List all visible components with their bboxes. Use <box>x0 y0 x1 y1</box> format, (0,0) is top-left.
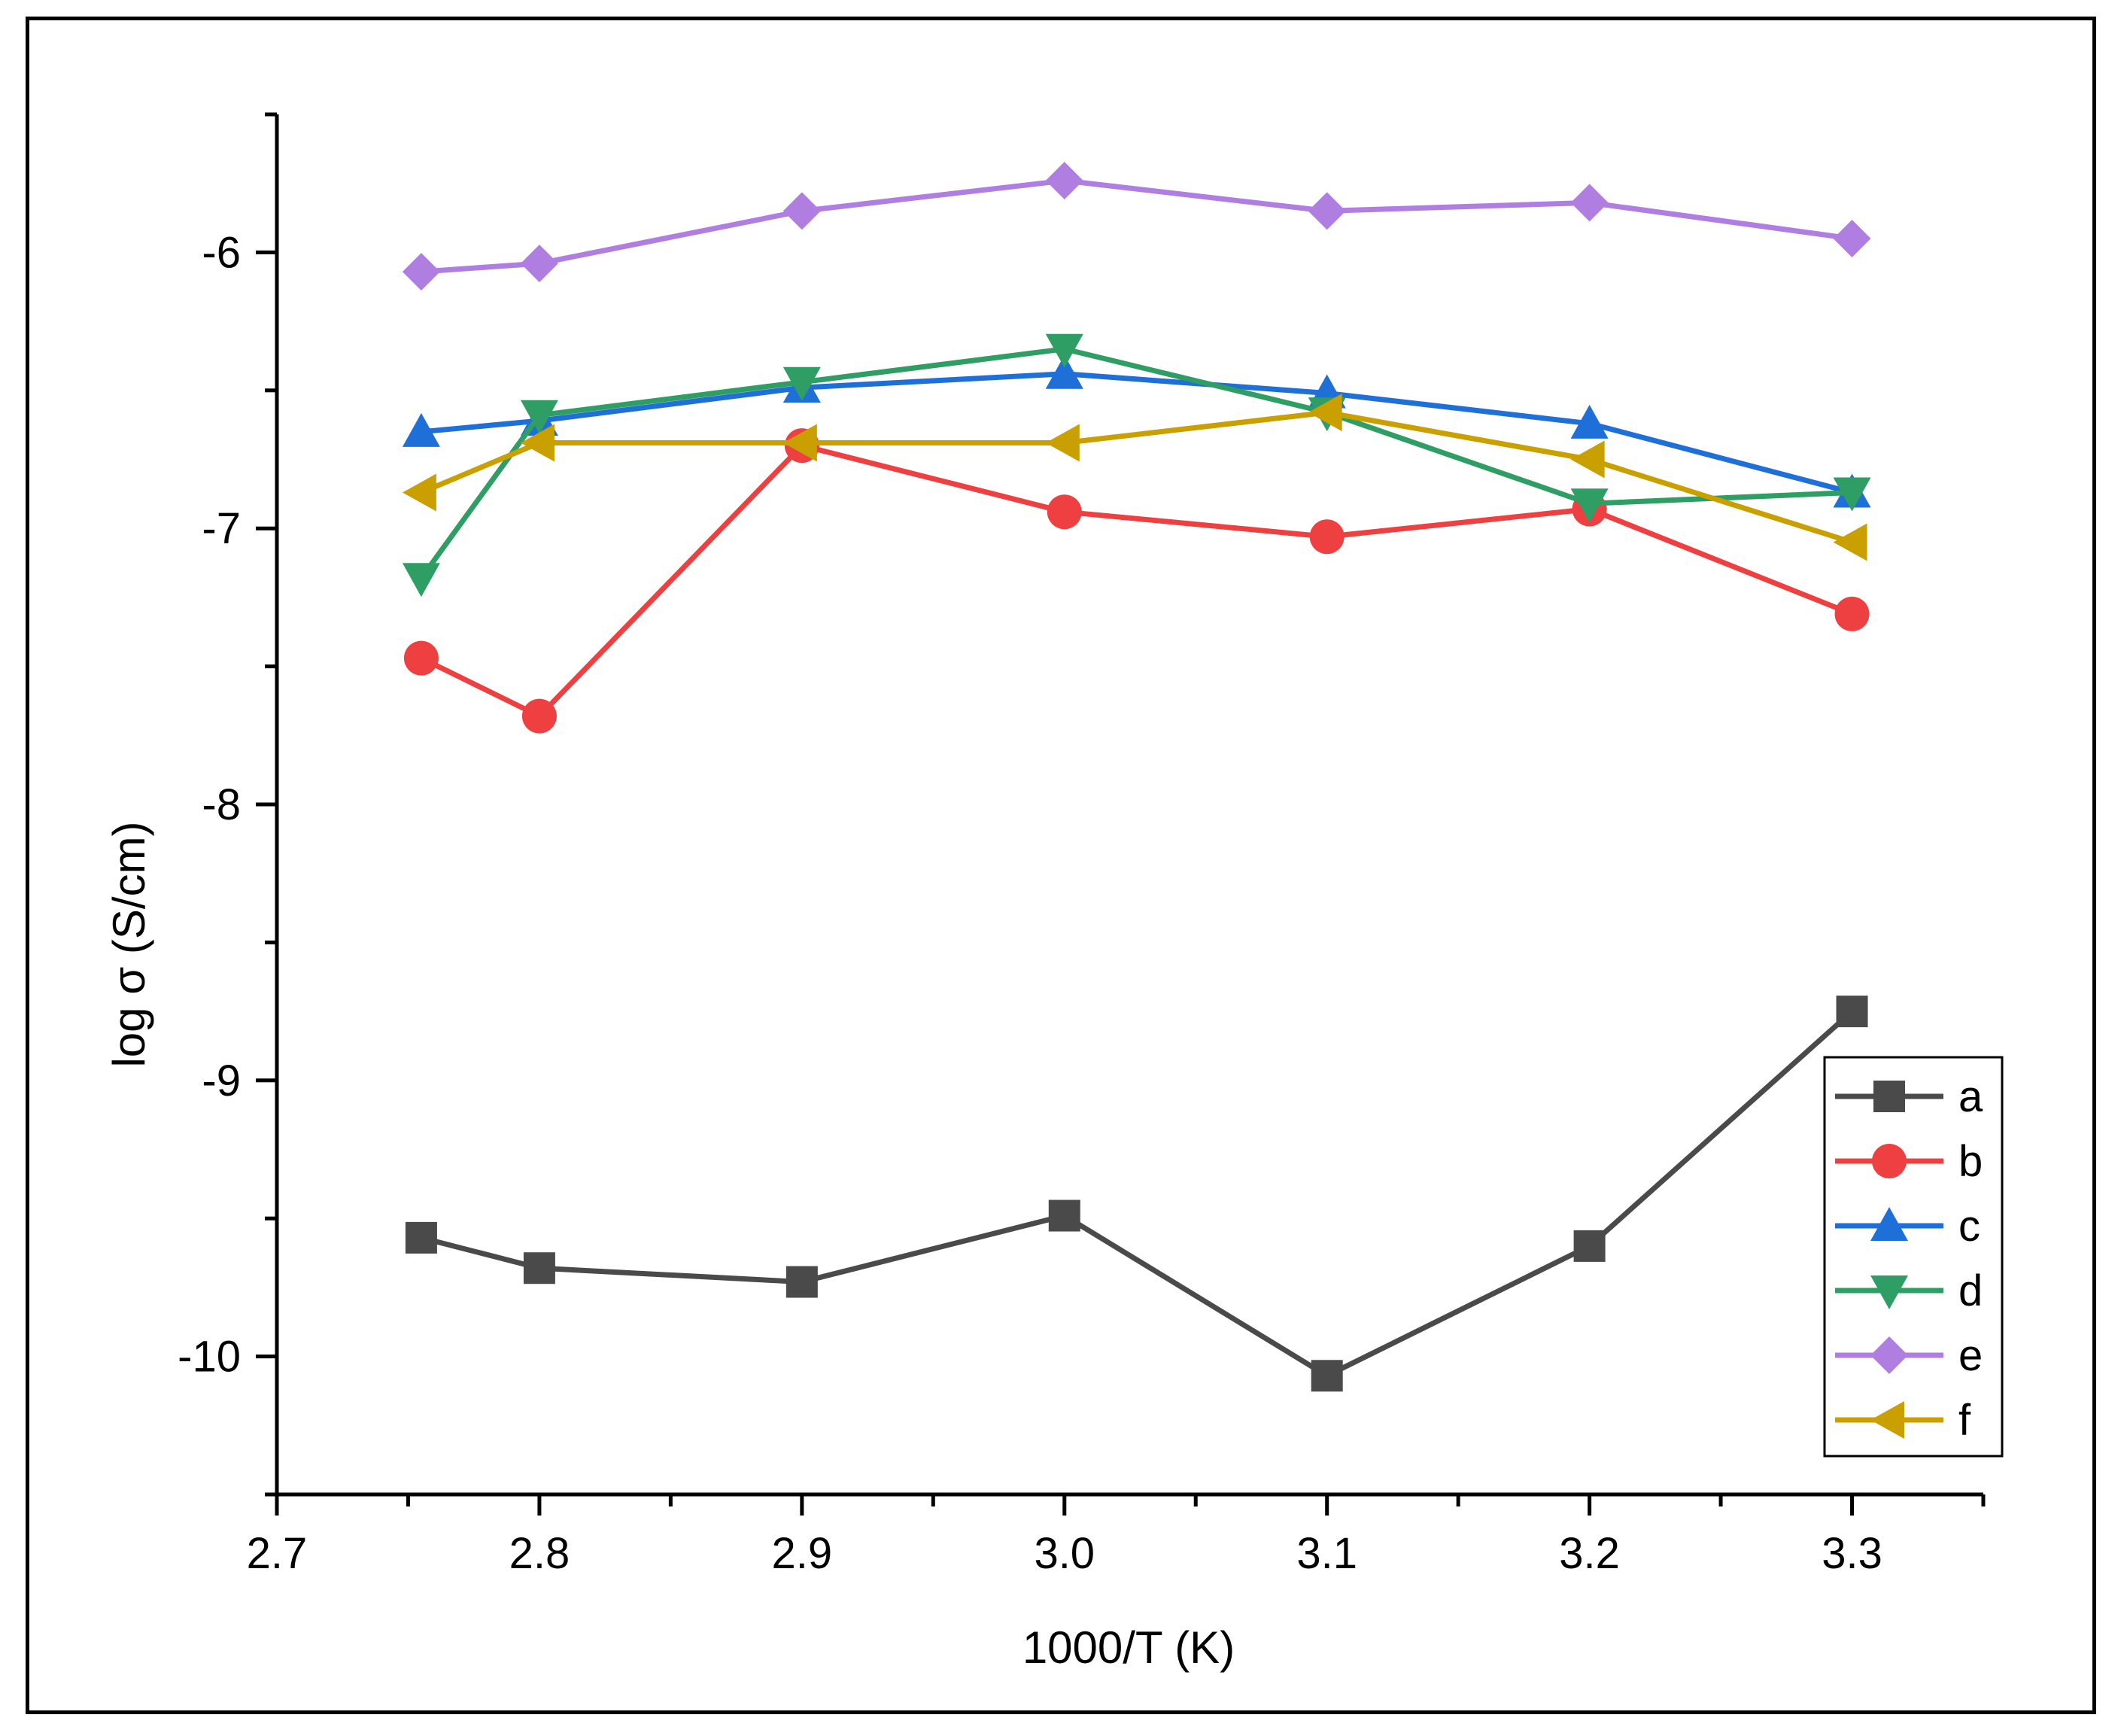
data-point-e <box>782 192 821 230</box>
series-c <box>402 354 1871 508</box>
series-line-b <box>420 442 1853 719</box>
data-point-f <box>782 424 817 462</box>
legend-marker <box>1870 1401 1904 1439</box>
series-f <box>402 394 1867 561</box>
legend-marker <box>1870 1207 1908 1241</box>
series-line-f <box>420 409 1853 545</box>
data-point-f <box>402 473 436 512</box>
data-point-b <box>1834 596 1870 631</box>
data-point-c <box>1045 354 1083 389</box>
series-b <box>403 428 1870 734</box>
legend-item-a: a <box>1835 1072 1983 1121</box>
data-point-a <box>785 1266 818 1298</box>
y-tick-label: -8 <box>202 780 241 829</box>
data-point-d <box>402 563 440 597</box>
legend-item-e: e <box>1835 1331 1983 1380</box>
data-point-e <box>1833 220 1871 258</box>
x-axis-title: 1000/T (K) <box>1022 1622 1235 1673</box>
legend-label: e <box>1958 1331 1983 1380</box>
data-point-a <box>1048 1199 1080 1232</box>
y-tick-label: -7 <box>202 504 241 553</box>
legend-label: c <box>1958 1202 1980 1251</box>
x-tick-label: 2.7 <box>247 1529 308 1578</box>
data-point-f <box>1045 424 1080 462</box>
data-point-b <box>1047 494 1082 530</box>
legend-marker <box>1873 1081 1905 1112</box>
data-point-a <box>405 1221 437 1254</box>
data-point-f <box>1570 440 1605 479</box>
x-tick-label: 3.1 <box>1296 1529 1357 1578</box>
y-tick-label: -6 <box>202 228 241 277</box>
data-point-a <box>1573 1230 1606 1262</box>
x-tick-label: 3.2 <box>1559 1529 1620 1578</box>
series-e <box>402 162 1871 291</box>
x-tick-label: 2.9 <box>772 1529 833 1578</box>
x-tick-label: 2.8 <box>509 1529 570 1578</box>
data-point-f <box>520 424 555 462</box>
series-line-e <box>421 178 1853 275</box>
series-d <box>402 333 1871 597</box>
data-point-d <box>1570 488 1609 523</box>
legend-label: f <box>1958 1396 1971 1445</box>
legend-item-f: f <box>1835 1396 1971 1445</box>
legend-label: d <box>1958 1266 1983 1315</box>
data-point-e <box>1308 192 1346 230</box>
data-point-d <box>782 366 821 401</box>
data-point-d <box>1833 477 1871 512</box>
data-point-e <box>520 245 558 283</box>
legend-marker <box>1870 1336 1908 1374</box>
data-point-b <box>1309 519 1345 555</box>
data-point-d <box>1045 333 1083 368</box>
data-point-e <box>1570 184 1609 222</box>
data-point-a <box>523 1252 555 1285</box>
data-point-f <box>1833 523 1867 561</box>
legend-marker <box>1870 1275 1908 1309</box>
plot-area <box>402 162 1871 1392</box>
legend-box <box>1823 1056 2004 1458</box>
legend-item-d: d <box>1835 1266 1983 1315</box>
series-a <box>405 996 1868 1392</box>
axes: 2.7 2.8 2.9 3.0 3.1 3.2 3.3 -10 -9 -8 -7 -6 <box>178 112 1986 1578</box>
data-point-f <box>1308 394 1342 432</box>
y-tick-label: -9 <box>202 1056 241 1105</box>
data-point-b <box>521 698 557 734</box>
data-point-c <box>1570 404 1609 439</box>
data-point-a <box>1311 1360 1343 1392</box>
data-point-e <box>1045 162 1083 200</box>
data-point-b <box>403 640 439 676</box>
x-tick-label: 3.0 <box>1034 1529 1095 1578</box>
data-point-a <box>1836 996 1868 1028</box>
legend-label: b <box>1958 1137 1983 1186</box>
legend-label: a <box>1958 1072 1983 1121</box>
data-point-d <box>520 400 558 434</box>
y-axis-title: log σ (S/cm) <box>104 821 154 1067</box>
legend-marker <box>1872 1144 1907 1178</box>
legend-item-b: b <box>1835 1137 1983 1186</box>
series-line-d <box>419 346 1852 580</box>
y-tick-label: -10 <box>178 1333 241 1382</box>
figure-frame <box>26 17 2096 1714</box>
x-tick-label: 3.3 <box>1822 1529 1882 1578</box>
legend-item-c: c <box>1835 1202 1980 1251</box>
data-point-e <box>402 253 440 291</box>
series-line-a <box>421 1009 1854 1379</box>
data-point-c <box>402 412 440 447</box>
